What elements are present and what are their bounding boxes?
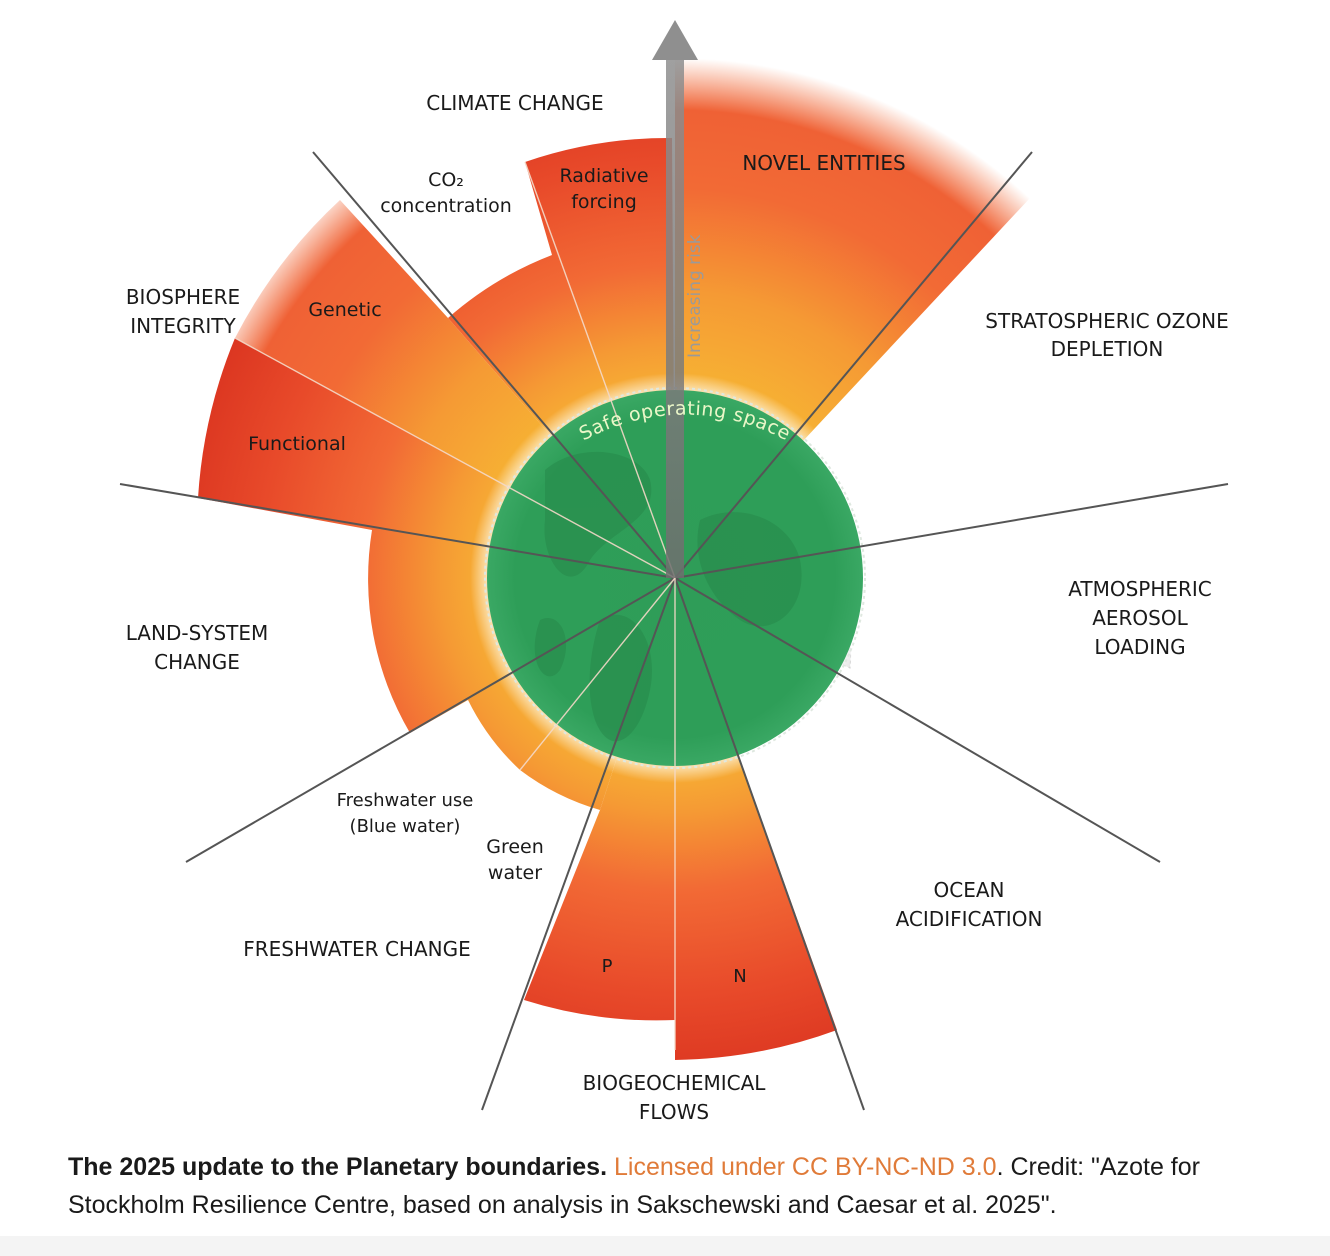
label-ocean-1: OCEAN xyxy=(934,878,1005,902)
footer-strip xyxy=(0,1236,1330,1256)
label-blue-2: (Blue water) xyxy=(350,816,461,837)
label-functional: Functional xyxy=(248,433,346,455)
sub-divider-spokes xyxy=(234,161,676,1050)
label-biosphere-2: INTEGRITY xyxy=(130,314,236,338)
label-genetic: Genetic xyxy=(308,299,381,321)
label-freshwater-change: FRESHWATER CHANGE xyxy=(243,937,470,961)
label-aerosol-1: ATMOSPHERIC xyxy=(1068,577,1212,601)
wedge-land-system xyxy=(198,498,675,733)
caption-credit: . Credit: "Azote for Stockholm Resilienc… xyxy=(68,1153,1200,1219)
label-ozone-2: DEPLETION xyxy=(1051,337,1164,361)
label-radiative-sub: forcing xyxy=(571,191,637,213)
label-p: P xyxy=(602,956,613,977)
label-green-2: water xyxy=(488,862,542,884)
label-green-1: Green xyxy=(486,836,544,858)
license-link[interactable]: Licensed under CC BY-NC-ND 3.0 xyxy=(613,1153,997,1181)
label-bio-flows-1: BIOGEOCHEMICAL xyxy=(583,1071,767,1095)
label-n: N xyxy=(733,966,746,987)
planetary-boundaries-diagram: Increasing risk Safe operating space CLI… xyxy=(119,20,1229,1124)
label-novel-entities: NOVEL ENTITIES xyxy=(742,151,905,175)
label-co2-sub: concentration xyxy=(380,195,512,217)
increasing-risk-label: Increasing risk xyxy=(685,234,705,358)
label-ocean-2: ACIDIFICATION xyxy=(896,907,1043,931)
caption-title: The 2025 update to the Planetary boundar… xyxy=(68,1153,608,1181)
label-ozone-1: STRATOSPHERIC OZONE xyxy=(985,309,1228,333)
boundary-spokes xyxy=(119,151,1229,1111)
label-co2: CO₂ xyxy=(428,169,464,191)
label-land-1: LAND-SYSTEM xyxy=(126,621,269,645)
increasing-risk-arrow: Increasing risk xyxy=(652,20,705,578)
label-aerosol-3: LOADING xyxy=(1094,635,1185,659)
label-radiative: Radiative xyxy=(559,165,648,187)
label-aerosol-2: AEROSOL xyxy=(1092,606,1188,630)
label-land-2: CHANGE xyxy=(154,650,240,674)
label-biosphere-1: BIOSPHERE xyxy=(126,285,240,309)
label-climate-change: CLIMATE CHANGE xyxy=(426,91,603,115)
label-blue-1: Freshwater use xyxy=(337,790,474,811)
label-bio-flows-2: FLOWS xyxy=(639,1100,709,1124)
figure-caption: The 2025 update to the Planetary boundar… xyxy=(68,1148,1288,1224)
earth-continents xyxy=(534,451,802,742)
wedge-phosphorus xyxy=(524,578,675,1021)
